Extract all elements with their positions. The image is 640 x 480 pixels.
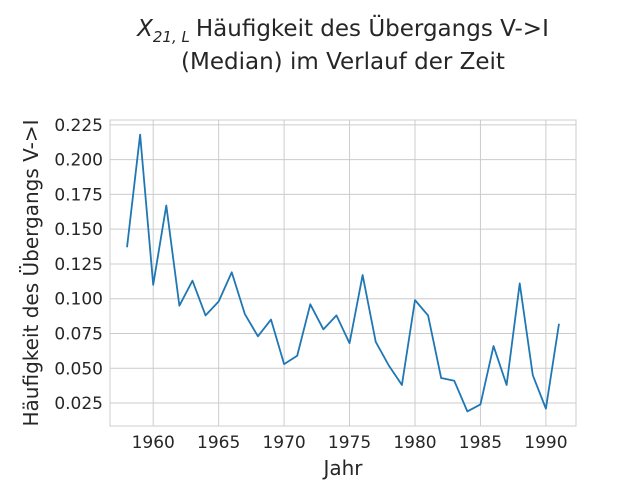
x-tick-label: 1980: [393, 433, 436, 453]
x-tick-labels: 1960 1965 1970 1975 1980 1985 1990: [132, 433, 568, 453]
chart-title-math: X: [136, 16, 154, 42]
y-axis-label: Häufigkeit des Übergangs V->I: [19, 120, 43, 427]
y-tick-label: 0.050: [54, 359, 103, 379]
chart-title-math-subscript: 21, L: [153, 28, 190, 46]
x-tick-label: 1960: [132, 433, 175, 453]
y-tick-label: 0.100: [54, 290, 103, 310]
x-tick-label: 1965: [197, 433, 240, 453]
x-gridlines: [152, 120, 547, 426]
y-tick-label: 0.200: [54, 151, 103, 171]
y-gridlines: [110, 124, 576, 404]
y-tick-label: 0.225: [54, 116, 103, 136]
y-tick-labels: 0.025 0.050 0.075 0.100 0.125 0.150 0.175 0.200…: [54, 116, 103, 414]
x-tick-label: 1975: [328, 433, 371, 453]
chart-title-line2: (Median) im Verlauf der Zeit: [181, 49, 505, 75]
x-axis-label: Jahr: [321, 456, 363, 480]
y-tick-label: 0.150: [54, 220, 103, 240]
chart-title-line1: X21, L Häufigkeit des Übergangs V->I: [136, 14, 549, 46]
chart-title-text: Häufigkeit des Übergangs V->I: [196, 14, 549, 42]
series-line: [126, 133, 560, 413]
y-tick-label: 0.025: [54, 394, 103, 414]
x-tick-label: 1970: [262, 433, 305, 453]
y-tick-label: 0.125: [54, 255, 103, 275]
x-tick-label: 1985: [459, 433, 502, 453]
plot-area-frame: [109, 119, 577, 427]
y-tick-label: 0.175: [54, 185, 103, 205]
y-tick-label: 0.075: [54, 325, 103, 345]
x-tick-label: 1990: [524, 433, 567, 453]
